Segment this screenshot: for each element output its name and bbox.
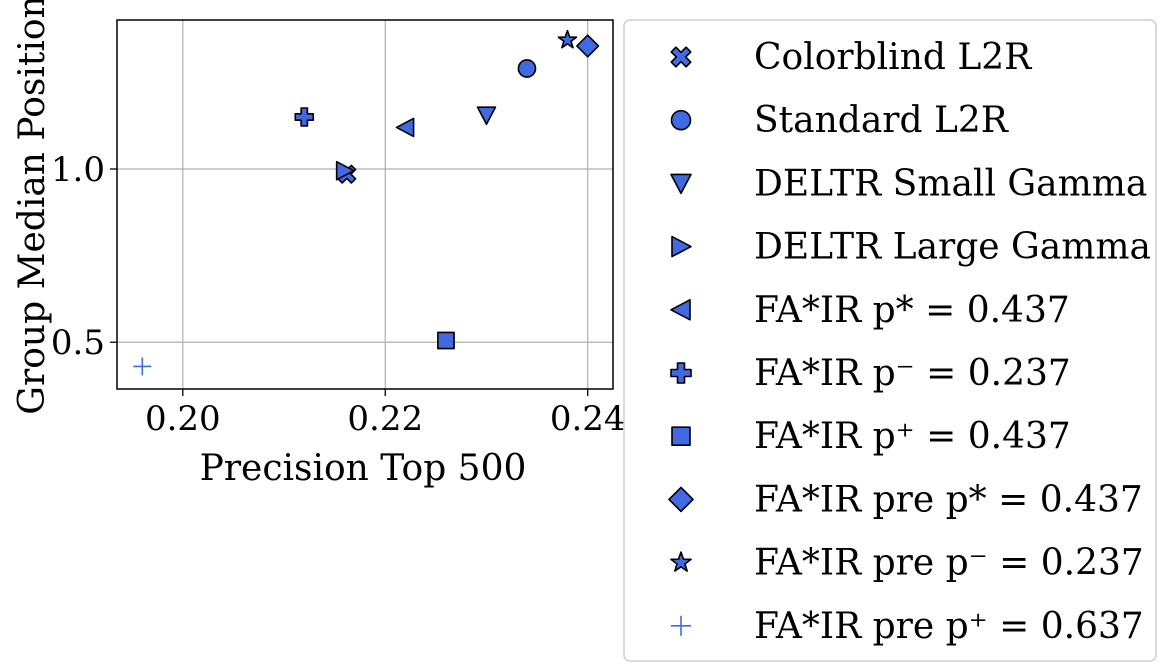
- legend-marker: [671, 615, 691, 636]
- data-point: [133, 357, 152, 376]
- y-tick-label: 0.5: [51, 323, 105, 363]
- legend-marker: [671, 235, 692, 258]
- legend: Colorblind L2R Standard L2R DELTR Small Ga…: [668, 37, 1151, 647]
- x-tick-label: 0.22: [347, 399, 423, 439]
- legend-label: DELTR Small Gamma: [754, 163, 1147, 204]
- legend-label: Standard L2R: [754, 100, 1009, 141]
- legend-label: FA*IR pre p⁻ = 0.237: [754, 543, 1144, 584]
- markers: [133, 29, 600, 376]
- legend-label: FA*IR p⁻ = 0.237: [754, 353, 1071, 394]
- legend-marker: [670, 551, 692, 572]
- data-point: [476, 106, 497, 126]
- data-point: [395, 117, 415, 138]
- legend-label: FA*IR pre p⁺ = 0.637: [754, 606, 1144, 647]
- legend-box: [623, 19, 1157, 662]
- data-point: [437, 331, 455, 350]
- y-axis-label: Group Median Position: [12, 0, 53, 415]
- legend-label: DELTR Large Gamma: [754, 227, 1151, 268]
- ticks: 0.20 0.22 0.24 0.5 1.0: [51, 150, 626, 439]
- x-tick-label: 0.20: [145, 399, 221, 439]
- legend-label: FA*IR pre p* = 0.437: [754, 479, 1143, 520]
- y-tick-label: 1.0: [51, 150, 105, 190]
- x-axis-label: Precision Top 500: [200, 448, 527, 489]
- data-point: [557, 29, 578, 49]
- plot-frame: [116, 19, 614, 390]
- legend-marker: [670, 173, 692, 195]
- legend-marker: [671, 426, 691, 447]
- data-point: [335, 160, 355, 181]
- grid: [117, 20, 613, 389]
- data-point: [576, 34, 600, 58]
- legend-marker: [668, 486, 694, 513]
- legend-label: Colorblind L2R: [754, 37, 1032, 78]
- legend-marker: [670, 46, 692, 68]
- legend-marker: [670, 109, 692, 131]
- data-point: [517, 59, 537, 78]
- data-point: [294, 107, 315, 127]
- legend-label: FA*IR p⁺ = 0.437: [754, 416, 1071, 457]
- x-tick-label: 0.24: [550, 399, 626, 439]
- legend-marker: [670, 362, 692, 384]
- legend-label: FA*IR p* = 0.437: [754, 290, 1070, 331]
- legend-marker: [670, 298, 691, 321]
